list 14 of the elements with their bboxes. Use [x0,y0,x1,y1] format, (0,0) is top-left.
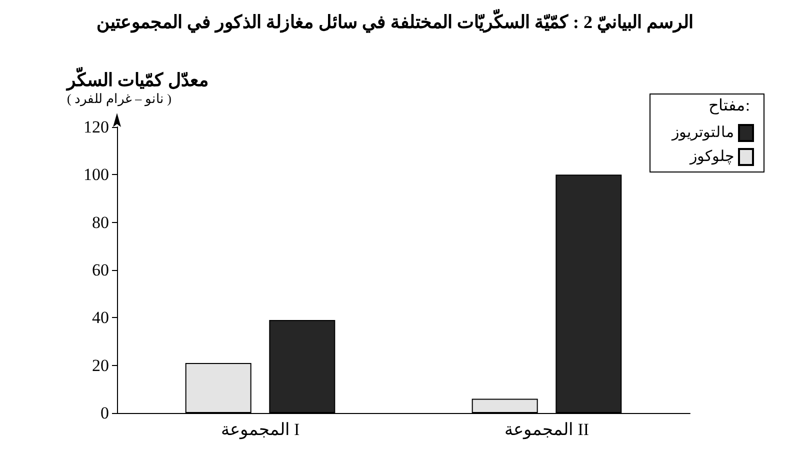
legend-title: مفتاح: [708,98,750,114]
y-tick-label: 80 [92,212,109,232]
y-tick-label: 100 [84,165,109,184]
x-tick-label: المجموعة I [220,420,300,440]
chart-title: الرسم البيانيّ 2 : كمّيّة السكّريّات المختلفة في سائل مغازلة الذكور في المجموعتين [96,9,694,33]
x-tick-label: المجموعة II [504,420,590,440]
y-tick-label: 40 [92,308,109,328]
y-axis-title: معدّل كمّيات السكّر ( نانو – غرام للفرد ) [65,67,209,107]
y-tick-label: 120 [84,118,109,136]
y-tick-label: 20 [92,356,109,375]
y-tick-label: 60 [92,260,109,280]
legend-label: چلوكوز [689,149,734,165]
y-tick-label: 0 [100,404,109,422]
legend-label: مالتوتريوز [671,125,734,141]
